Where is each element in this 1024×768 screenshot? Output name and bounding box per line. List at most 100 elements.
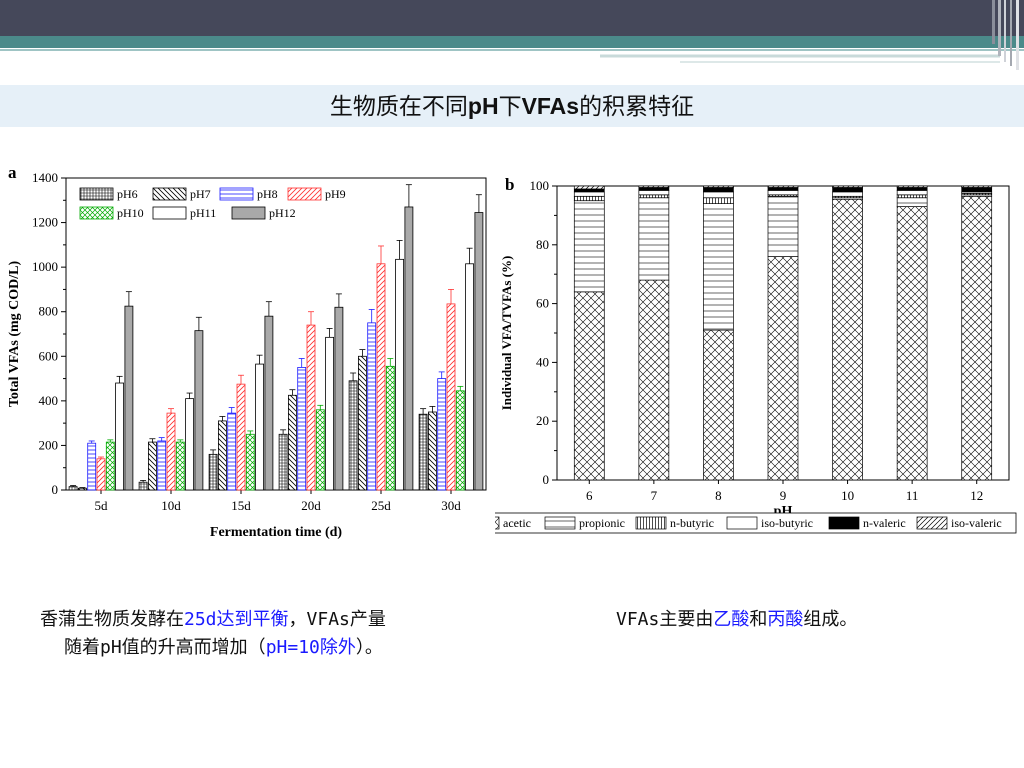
- bar-pH8-5d: [87, 442, 97, 491]
- bar-iso-valeric-pH11: [896, 185, 928, 188]
- legend-swatch-pH7: [152, 187, 187, 201]
- bar-iso-butyric-pH9: [767, 190, 799, 196]
- bar-acetic-pH6: [573, 291, 605, 481]
- y-tick-label: 1000: [32, 259, 58, 274]
- x-tick-label: 15d: [231, 498, 251, 513]
- y-tick-label: 600: [39, 348, 59, 363]
- bar-iso-butyric-pH11: [896, 190, 928, 196]
- bar-acetic-pH10: [832, 198, 863, 481]
- legend-swatch-pH10: [79, 206, 114, 220]
- legend-label-pH11: pH11: [190, 206, 216, 220]
- bar-iso-valeric-pH7: [638, 185, 670, 188]
- caption-left-line-2: 随着pH值的升高而增加（pH=10除外）。: [64, 637, 383, 658]
- bar-iso-butyric-pH10: [832, 191, 863, 197]
- y-tick-label: 60: [536, 296, 549, 311]
- y-tick-label: 20: [536, 413, 549, 428]
- chart-total-vfas: a 0 200 400 600 800 1000 1200 1400 5d 10d 15d 20d 25d…: [7, 163, 487, 540]
- bar-propionic-pH9: [767, 195, 799, 257]
- x-tick-label: 30d: [441, 498, 461, 513]
- bar-pH6-10d: [138, 481, 148, 491]
- bar-pH9-20d: [306, 324, 316, 491]
- bar-propionic-pH6: [573, 200, 605, 293]
- x-tick-label: 6: [586, 488, 593, 503]
- bar-n-valeric-pH12: [961, 187, 993, 193]
- y-tick-label: 800: [39, 304, 59, 319]
- bar-pH12-15d: [264, 315, 274, 491]
- bar-pH7-20d: [287, 394, 297, 491]
- bar-pH6-30d: [418, 413, 428, 491]
- y-tick-label: 1400: [32, 170, 58, 185]
- decorative-lines: [0, 49, 1024, 63]
- y-tick-label: 1200: [32, 215, 58, 230]
- legend-label-n-butyric: n-butyric: [670, 516, 714, 530]
- bar-iso-valeric-pH6: [573, 185, 605, 190]
- title-bar: [0, 85, 1024, 127]
- panel-label-a: a: [8, 163, 17, 182]
- bar-pH11-10d: [185, 398, 195, 491]
- bar-propionic-pH8: [703, 203, 734, 331]
- bar-pH7-10d: [147, 441, 157, 491]
- bar-acetic-pH7: [638, 279, 670, 481]
- x-axis-label: Fermentation time (d): [210, 525, 343, 540]
- x-tick-label: 25d: [371, 498, 391, 513]
- bar-pH10-30d: [455, 390, 465, 491]
- bar-acetic-pH12: [961, 195, 993, 481]
- caption-left-line-1: 香蒲生物质发酵在25d达到平衡，VFAs产量: [40, 609, 386, 630]
- y-axis-label: Total VFAs (mg COD/L): [7, 260, 22, 407]
- legend-swatch-pH12: [231, 206, 266, 220]
- x-tick-label: 20d: [301, 498, 321, 513]
- legend-swatch-pH8: [219, 187, 254, 201]
- bar-n-butyric-pH8: [703, 197, 734, 204]
- x-tick-label: 12: [970, 488, 983, 503]
- y-tick-label: 200: [39, 437, 59, 452]
- bar-pH8-20d: [297, 367, 307, 491]
- legend-label-pH12: pH12: [269, 206, 296, 220]
- bar-n-valeric-pH10: [832, 187, 863, 193]
- legend-label-pH6: pH6: [117, 187, 138, 201]
- bar-pH7-5d: [78, 487, 87, 491]
- bar-iso-valeric-pH12: [961, 185, 993, 188]
- panel-label-b: b: [505, 175, 514, 194]
- bar-pH11-20d: [325, 336, 335, 491]
- bar-pH11-25d: [395, 258, 405, 491]
- bar-pH12-30d: [474, 212, 484, 491]
- legend-label-pH9: pH9: [325, 187, 346, 201]
- legend-label-acetic: acetic: [503, 516, 531, 530]
- bar-propionic-pH11: [896, 197, 928, 207]
- bar-pH6-5d: [68, 486, 78, 491]
- y-tick-label: 80: [536, 237, 549, 252]
- legend-label-iso-valeric: iso-valeric: [951, 516, 1002, 530]
- bar-pH9-10d: [166, 412, 176, 491]
- caption-left: 香蒲生物质发酵在25d达到平衡，VFAs产量 随着pH值的升高而增加（pH=10…: [40, 606, 540, 662]
- corner-stripes: [992, 0, 1019, 70]
- bar-n-valeric-pH11: [896, 187, 928, 191]
- bar-n-butyric-pH6: [573, 195, 605, 202]
- bar-pH10-20d: [315, 409, 325, 491]
- bar-pH9-15d: [236, 383, 246, 491]
- bar-iso-valeric-pH10: [832, 185, 863, 188]
- bar-pH12-25d: [404, 206, 414, 491]
- bar-pH8-25d: [367, 322, 377, 491]
- y-tick-label: 40: [536, 354, 549, 369]
- y-tick-label: 0: [52, 482, 59, 497]
- legend-label-pH10: pH10: [117, 206, 144, 220]
- bar-pH7-25d: [357, 355, 367, 491]
- y-tick-label: 100: [530, 178, 550, 193]
- bar-iso-valeric-pH9: [767, 185, 799, 188]
- legend-label-propionic: propionic: [579, 516, 625, 530]
- bar-acetic-pH9: [767, 256, 799, 481]
- top-bar: [0, 0, 1024, 36]
- legend-label-pH8: pH8: [257, 187, 278, 201]
- caption-right: VFAs主要由乙酸和丙酸组成。: [616, 609, 858, 630]
- bar-pH10-5d: [105, 441, 115, 491]
- bar-pH9-30d: [446, 303, 456, 491]
- legend-swatch-n-valeric: [828, 516, 860, 530]
- bar-pH8-10d: [157, 440, 167, 491]
- bar-n-valeric-pH6: [573, 188, 605, 193]
- y-tick-label: 400: [39, 393, 59, 408]
- x-tick-label: 7: [651, 488, 658, 503]
- bar-pH10-10d: [175, 441, 185, 491]
- bar-pH8-15d: [227, 412, 237, 491]
- x-tick-label: 5d: [95, 498, 109, 513]
